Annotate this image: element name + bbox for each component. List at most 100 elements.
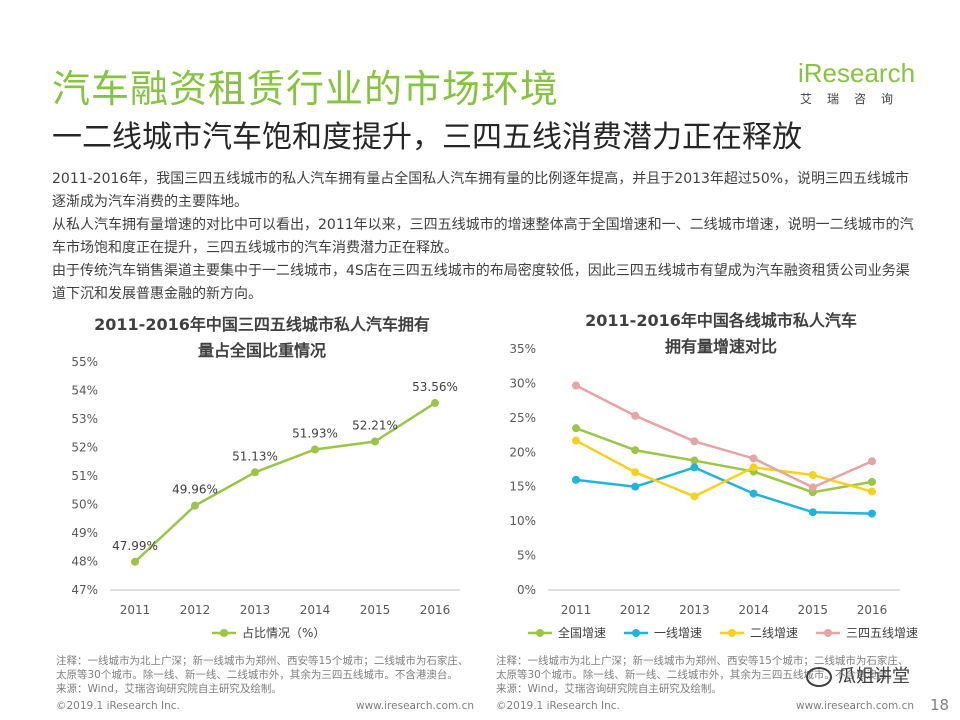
right-source-line: 来源：Wind，艾瑞咨询研究院自主研究及绘制。 [496,683,722,695]
data-point [572,424,580,433]
data-point [631,446,640,455]
y-tick-label: 51% [71,469,98,483]
left-chart-title-line-1: 2011-2016年中国三四五线城市私人汽车拥有 [94,315,430,334]
data-point [191,501,199,510]
y-tick-label: 20% [509,445,536,459]
data-point [808,483,817,492]
footer-copyright-left: ©2019.1 iResearch Inc. [56,700,180,712]
x-tick-label: 2013 [679,603,710,617]
wechat-icon [806,667,832,687]
data-point [631,411,640,420]
data-point [631,482,640,491]
data-label: 53.56% [412,380,458,394]
footer-copyright-right: ©2019.1 iResearch Inc. [496,700,620,712]
data-point [868,457,876,466]
data-point [749,489,758,498]
data-point [690,492,699,501]
description-paragraphs: 2011-2016年，我国三四五线城市的私人汽车拥有量占全国私人汽车拥有量的比例… [52,168,914,306]
right-chart-title-line-1: 2011-2016年中国各线城市私人汽车 [585,311,857,330]
legend-label: 一线增速 [654,626,702,640]
x-tick-label: 2015 [360,603,391,617]
data-point [868,487,876,496]
data-label: 51.93% [292,426,338,440]
data-point [749,454,758,463]
x-tick-label: 2014 [300,603,331,617]
data-point [311,445,319,454]
iresearch-logo: iResearch 艾瑞咨询 [790,56,920,112]
data-point [690,437,699,446]
legend-marker [632,629,640,637]
legend-marker [536,629,544,637]
legend-label: 全国增速 [558,625,606,640]
y-tick-label: 54% [71,384,98,398]
logo-subtext: 艾瑞咨询 [800,92,909,106]
x-tick-label: 2015 [798,603,829,617]
footer-site-right: www.iresearch.com.cn [796,700,915,712]
data-point [431,399,439,408]
y-tick-label: 30% [509,376,536,390]
data-point [690,456,699,465]
legend-label: 二线增速 [750,626,798,640]
series-line [575,427,873,494]
y-tick-label: 55% [71,355,98,369]
series-line [575,384,873,489]
x-tick-label: 2012 [180,603,211,617]
left-chart-title: 2011-2016年中国三四五线城市私人汽车拥有 量占全国比重情况 [60,312,464,364]
y-tick-label: 52% [71,441,98,455]
left-source-line: 来源：Wind，艾瑞咨询研究院自主研究及绘制。 [56,683,282,695]
paragraph-3: 由于传统汽车销售渠道主要集中于一二线城市，4S店在三四五线城市的布局密度较低，因… [52,263,910,302]
legend-marker [220,629,228,637]
data-point [808,508,817,517]
y-tick-label: 50% [71,498,98,512]
y-tick-label: 0% [517,583,536,597]
logo-name: iResearch [798,58,916,88]
x-tick-label: 2011 [561,603,592,617]
x-tick-label: 2016 [857,603,888,617]
left-note: 注释：一线城市为北上广深；新一线城市为郑州、西安等15个城市；二线城市为石家庄、… [56,654,468,696]
x-tick-label: 2016 [420,603,451,617]
series-line [575,439,873,498]
data-point [749,463,758,472]
y-tick-label: 25% [509,411,536,425]
x-tick-label: 2014 [738,603,769,617]
legend-marker [728,629,736,637]
data-point [251,468,259,477]
watermark-text: 瓜姐讲堂 [838,666,910,687]
data-label: 49.96% [172,483,218,497]
data-point [868,477,876,486]
right-note-line: 注释：一线城市为北上广深；新一线城市为郑州、西安等15个城市；二线城市为石家庄、 [496,655,909,667]
y-tick-label: 35% [509,342,536,356]
left-note-line: 太原等30个城市。除一线、新一线、二线城市外，其余为三四五线城市。不含港澳台。 [56,669,458,681]
y-tick-label: 5% [517,549,536,563]
data-label: 52.21% [352,419,398,433]
data-label: 51.13% [232,449,278,463]
data-point [572,381,580,390]
series-line [134,401,436,563]
page-title: 汽车融资租赁行业的市场环境 [52,67,560,111]
legend-marker [824,629,832,637]
left-note-line: 注释：一线城市为北上广深；新一线城市为郑州、西安等15个城市；二线城市为石家庄、 [56,655,469,667]
y-tick-label: 48% [71,555,98,569]
paragraph-1: 2011-2016年，我国三四五线城市的私人汽车拥有量占全国私人汽车拥有量的比例… [52,171,910,210]
data-point [572,436,580,445]
watermark: 瓜姐讲堂 [806,662,910,688]
right-note-line: 太原等30个城市。除一线、新一线、二线城市外，其余为三四五线城市。不含港澳台。 [496,669,898,681]
data-point [690,463,699,472]
right-chart-title-line-2: 拥有量增速对比 [664,337,777,356]
data-point [131,557,139,566]
data-point [631,468,640,477]
page-subtitle: 一二线城市汽车饱和度提升，三四五线消费潜力正在释放 [52,120,802,155]
right-note: 注释：一线城市为北上广深；新一线城市为郑州、西安等15个城市；二线城市为石家庄、… [496,654,908,696]
y-tick-label: 49% [71,526,98,540]
legend-label: 三四五线增速 [846,626,918,640]
x-tick-label: 2012 [620,603,651,617]
data-point [868,509,876,518]
x-tick-label: 2013 [240,603,271,617]
y-tick-label: 15% [509,480,536,494]
footer-site-left: www.iresearch.com.cn [356,700,475,712]
data-point [808,471,817,480]
data-label: 47.99% [112,539,158,553]
page-number: 18 [930,696,950,714]
